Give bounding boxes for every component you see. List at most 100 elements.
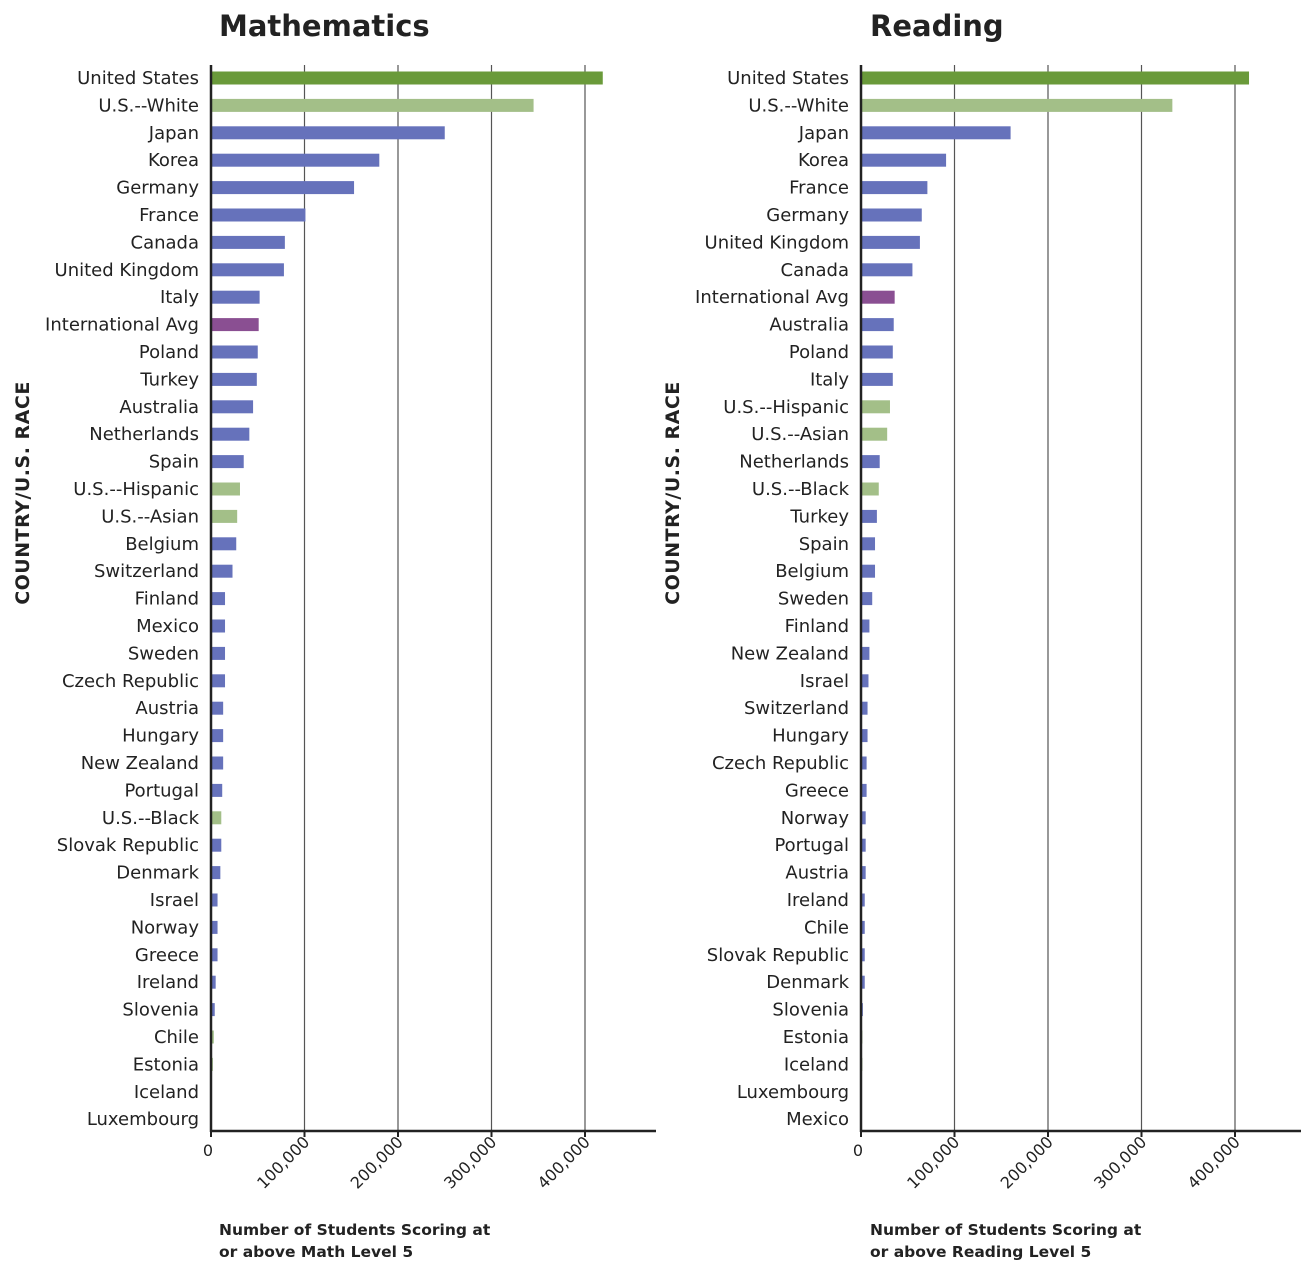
category-label: Chile	[804, 917, 849, 938]
bar-u-s-white	[861, 98, 1173, 112]
category-label: Netherlands	[89, 424, 199, 445]
category-label: Luxembourg	[737, 1082, 849, 1103]
category-label: France	[139, 205, 199, 226]
bar-finland	[211, 592, 226, 606]
category-label: Sweden	[778, 589, 849, 610]
category-label: International Avg	[695, 287, 849, 308]
category-label: Germany	[116, 178, 199, 199]
x-axis-label: Number of Students Scoring at	[219, 1221, 491, 1239]
category-label: Korea	[798, 150, 849, 171]
category-label: Australia	[769, 315, 849, 336]
bar-czech-republic	[861, 756, 867, 770]
bar-slovak-republic	[861, 948, 865, 962]
bar-switzerland	[861, 701, 868, 715]
category-label: Japan	[148, 123, 199, 144]
category-label: Italy	[810, 369, 849, 390]
tick-label: 400,000	[534, 1132, 594, 1192]
bar-ireland	[861, 893, 865, 907]
category-label: Canada	[131, 232, 200, 253]
tick-label: 300,000	[440, 1132, 500, 1192]
category-label: U.S.--Black	[102, 808, 200, 829]
bar-canada	[861, 263, 913, 277]
bar-finland	[861, 619, 870, 633]
bar-poland	[861, 345, 893, 359]
bar-sweden	[861, 592, 873, 606]
category-label: United Kingdom	[55, 260, 199, 281]
tick-label: 100,000	[903, 1132, 963, 1192]
bar-u-s-asian	[861, 427, 888, 441]
category-label: Switzerland	[94, 561, 199, 582]
bar-u-s-asian	[211, 509, 238, 523]
bar-slovenia	[211, 1003, 215, 1017]
category-label: Iceland	[134, 1082, 199, 1103]
category-label: Denmark	[766, 972, 849, 993]
chart-title: Reading	[870, 9, 1004, 43]
category-label: Ireland	[137, 972, 199, 993]
bar-germany	[211, 181, 355, 195]
bar-sweden	[211, 646, 226, 660]
category-label: Portugal	[124, 780, 199, 801]
bar-mexico	[211, 619, 226, 633]
category-label: Greece	[785, 780, 849, 801]
category-label: Turkey	[139, 369, 199, 390]
bar-chile	[211, 1030, 214, 1044]
tick-label: 200,000	[347, 1132, 407, 1192]
bar-u-s-black	[861, 482, 879, 496]
category-label: New Zealand	[81, 753, 199, 774]
chart-title: Mathematics	[219, 9, 430, 43]
category-label: United Kingdom	[705, 232, 849, 253]
bar-austria	[211, 701, 224, 715]
category-label: U.S.--Hispanic	[723, 397, 849, 418]
category-label: U.S.--Black	[752, 479, 850, 500]
bar-greece	[211, 948, 218, 962]
category-label: Belgium	[775, 561, 849, 582]
bar-france	[861, 181, 928, 195]
bar-hungary	[211, 729, 224, 743]
chart-math: Mathematics United States U.S.--White Japan…	[12, 9, 656, 1261]
bar-australia	[861, 318, 894, 332]
category-label: Poland	[789, 342, 849, 363]
bar-germany	[861, 208, 922, 222]
category-label: U.S.--Asian	[751, 424, 849, 445]
bar-portugal	[211, 783, 223, 797]
bar-switzerland	[211, 564, 233, 578]
bar-japan	[861, 126, 1011, 140]
category-label: Germany	[766, 205, 849, 226]
category-label: Iceland	[784, 1054, 849, 1075]
bar-united-states	[211, 71, 603, 85]
category-label: Norway	[781, 808, 850, 829]
bar-turkey	[861, 509, 877, 523]
bar-spain	[861, 537, 876, 551]
bar-italy	[861, 372, 893, 386]
bar-turkey	[211, 372, 257, 386]
bar-france	[211, 208, 306, 222]
category-label: Israel	[150, 890, 199, 911]
category-label: Finland	[785, 616, 849, 637]
category-label: Finland	[135, 589, 199, 610]
bar-greece	[861, 783, 867, 797]
bar-u-s-hispanic	[861, 400, 890, 414]
category-label: Belgium	[125, 534, 199, 555]
bar-japan	[211, 126, 445, 140]
x-axis-label: or above Math Level 5	[219, 1243, 413, 1261]
bar-new-zealand	[861, 646, 870, 660]
category-label: International Avg	[45, 315, 199, 336]
category-label: Turkey	[789, 506, 849, 527]
bar-spain	[211, 455, 244, 469]
category-label: Hungary	[772, 726, 849, 747]
category-label: Israel	[800, 671, 849, 692]
bar-chile	[861, 920, 865, 934]
bar-norway	[861, 811, 866, 825]
bar-ireland	[211, 975, 216, 989]
bar-hungary	[861, 729, 868, 743]
bar-norway	[211, 920, 218, 934]
category-label: Japan	[798, 123, 849, 144]
tick-label: 400,000	[1184, 1132, 1244, 1192]
tick-label: 100,000	[253, 1132, 313, 1192]
category-label: U.S.--White	[98, 95, 199, 116]
category-label: Austria	[785, 863, 849, 884]
bar-belgium	[861, 564, 876, 578]
category-label: Sweden	[128, 643, 199, 664]
category-label: Spain	[149, 452, 199, 473]
